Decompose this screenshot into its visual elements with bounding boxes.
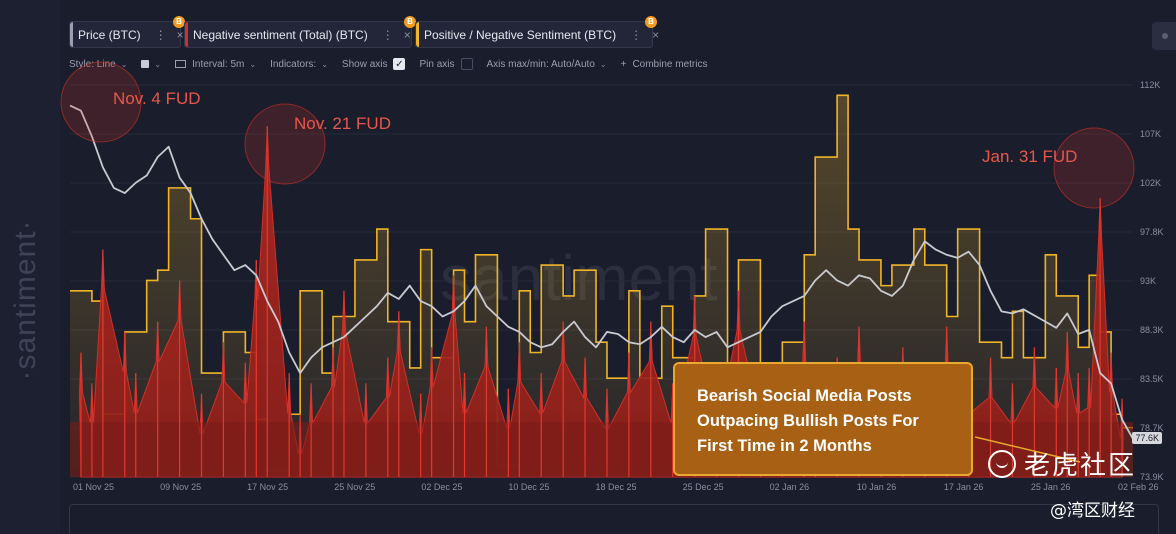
color-selector[interactable]: ⌄ bbox=[141, 60, 161, 69]
y-axis: 112K 107K 102K 97.8K 93K 88.3K 83.5K 78.7K 73.9K bbox=[1140, 80, 1164, 482]
y-tick-label: 93K bbox=[1140, 276, 1156, 286]
x-tick-label: 25 Jan 26 bbox=[1031, 482, 1071, 492]
indicators-selector[interactable]: Indicators: ⌄ bbox=[270, 59, 328, 70]
fud-label: Nov. 4 FUD bbox=[113, 89, 201, 108]
tab-accent bbox=[70, 22, 73, 47]
chevron-down-icon: ⌄ bbox=[599, 59, 607, 69]
style-selector[interactable]: Style: Line ⌄ bbox=[69, 59, 127, 70]
metric-tabs: Price (BTC) ⋮ × B Negative sentiment (To… bbox=[69, 16, 659, 48]
interval-icon bbox=[175, 60, 187, 68]
fud-highlight-circle bbox=[60, 61, 142, 143]
price-series bbox=[69, 104, 1134, 440]
x-axis: 01 Nov 25 09 Nov 25 17 Nov 25 25 Nov 25 02 D… bbox=[73, 482, 1159, 492]
close-icon[interactable]: × bbox=[176, 27, 184, 42]
bitcoin-icon: B bbox=[173, 16, 185, 28]
tab-accent bbox=[416, 22, 419, 47]
current-price-tag: 77.6K bbox=[1132, 432, 1162, 444]
x-tick-label: 02 Jan 26 bbox=[770, 482, 810, 492]
tab-negative-sentiment[interactable]: Negative sentiment (Total) (BTC) ⋮ × B bbox=[184, 16, 416, 48]
chevron-down-icon: ⌄ bbox=[321, 59, 328, 69]
bitcoin-icon: B bbox=[404, 16, 416, 28]
chevron-down-icon: ⌄ bbox=[249, 59, 257, 69]
chart-navigator[interactable] bbox=[69, 504, 1159, 534]
y-tick-label: 112K bbox=[1140, 80, 1160, 90]
style-label: Style: Line bbox=[69, 58, 116, 70]
brand-cn-text: 老虎社区 bbox=[1024, 451, 1137, 481]
callout-box: Bearish Social Media Posts Outpacing Bul… bbox=[673, 362, 973, 476]
tab-label: Price (BTC) bbox=[78, 27, 141, 42]
x-tick-label: 10 Dec 25 bbox=[508, 482, 549, 492]
bitcoin-icon: B bbox=[645, 16, 657, 28]
x-tick-label: 17 Jan 26 bbox=[944, 482, 984, 492]
fud-label: Nov. 21 FUD bbox=[294, 114, 391, 133]
tab-label: Positive / Negative Sentiment (BTC) bbox=[424, 27, 617, 42]
more-options-icon[interactable]: ⋮ bbox=[381, 27, 394, 42]
x-tick-label: 17 Nov 25 bbox=[247, 482, 288, 492]
axis-minmax-selector[interactable]: Axis max/min: Auto/Auto ⌄ bbox=[487, 59, 607, 70]
x-tick-label: 01 Nov 25 bbox=[73, 482, 114, 492]
y-tick-label: 102K bbox=[1140, 178, 1161, 188]
show-axis-checkbox[interactable]: ✓ bbox=[393, 58, 406, 70]
more-options-icon[interactable]: ⋮ bbox=[154, 27, 167, 42]
callout-line-1: Bearish Social Media Posts bbox=[697, 387, 912, 405]
fud-highlight-circle bbox=[1053, 127, 1135, 209]
axis-minmax-label: Axis max/min: Auto/Auto bbox=[486, 58, 595, 70]
close-icon[interactable]: × bbox=[403, 27, 411, 42]
tab-label: Negative sentiment (Total) (BTC) bbox=[193, 27, 368, 42]
tiger-logo-icon bbox=[988, 449, 1016, 478]
settings-toggle-icon[interactable] bbox=[1152, 22, 1176, 50]
pin-axis-checkbox[interactable] bbox=[460, 58, 473, 70]
y-tick-label: 78.7K bbox=[1140, 423, 1164, 433]
source-watermark: @湾区财经 bbox=[1050, 501, 1135, 521]
combine-metrics-label: Combine metrics bbox=[632, 58, 708, 70]
tab-positive-negative-sentiment[interactable]: Positive / Negative Sentiment (BTC) ⋮ × … bbox=[415, 16, 659, 48]
pin-axis-toggle[interactable]: Pin axis bbox=[419, 58, 473, 70]
left-sidebar bbox=[0, 0, 60, 534]
y-tick-label: 107K bbox=[1140, 129, 1161, 139]
x-tick-label: 25 Dec 25 bbox=[683, 482, 724, 492]
close-icon[interactable]: × bbox=[652, 27, 660, 42]
y-tick-label: 73.9K bbox=[1140, 472, 1164, 482]
more-options-icon[interactable]: ⋮ bbox=[630, 27, 643, 42]
x-tick-label: 25 Nov 25 bbox=[334, 482, 375, 492]
pin-axis-label: Pin axis bbox=[419, 58, 455, 70]
tiger-community-watermark: 老虎社区 bbox=[988, 445, 1136, 482]
x-tick-label: 02 Feb 26 bbox=[1118, 482, 1159, 492]
y-tick-label: 88.3K bbox=[1140, 325, 1164, 335]
tab-accent bbox=[185, 22, 188, 47]
negative-sentiment-base bbox=[70, 422, 1133, 477]
show-axis-label: Show axis bbox=[341, 58, 388, 70]
fud-label: Jan. 31 FUD bbox=[982, 147, 1077, 166]
y-tick-label: 97.8K bbox=[1140, 227, 1164, 237]
y-tick-label: 83.5K bbox=[1140, 374, 1164, 384]
interval-label: Interval: 5m bbox=[192, 58, 245, 70]
interval-selector[interactable]: Interval: 5m ⌄ bbox=[175, 59, 256, 70]
x-tick-label: 18 Dec 25 bbox=[596, 482, 637, 492]
chart-toolbar: Style: Line ⌄ ⌄ Interval: 5m ⌄ Indicator… bbox=[69, 56, 721, 72]
x-tick-label: 10 Jan 26 bbox=[857, 482, 897, 492]
callout-pointer bbox=[974, 436, 1081, 463]
indicators-label: Indicators: bbox=[270, 58, 317, 70]
color-swatch-icon bbox=[141, 60, 150, 68]
fud-annotations: Nov. 4 FUD Nov. 21 FUD Jan. 31 FUD bbox=[60, 61, 1135, 209]
show-axis-toggle[interactable]: Show axis ✓ bbox=[342, 58, 406, 70]
price-line bbox=[69, 104, 1134, 440]
combine-metrics-button[interactable]: + Combine metrics bbox=[621, 59, 708, 70]
callout-line-3: First Time in 2 Months bbox=[697, 437, 872, 455]
x-tick-label: 02 Dec 25 bbox=[421, 482, 462, 492]
chevron-down-icon: ⌄ bbox=[120, 59, 128, 69]
chevron-down-icon: ⌄ bbox=[154, 59, 162, 69]
fud-highlight-circle bbox=[244, 103, 326, 185]
tab-price-btc[interactable]: Price (BTC) ⋮ × B bbox=[69, 16, 185, 48]
callout-line-2: Outpacing Bullish Posts For bbox=[697, 412, 919, 430]
x-tick-label: 09 Nov 25 bbox=[160, 482, 201, 492]
plus-icon: + bbox=[620, 58, 627, 70]
